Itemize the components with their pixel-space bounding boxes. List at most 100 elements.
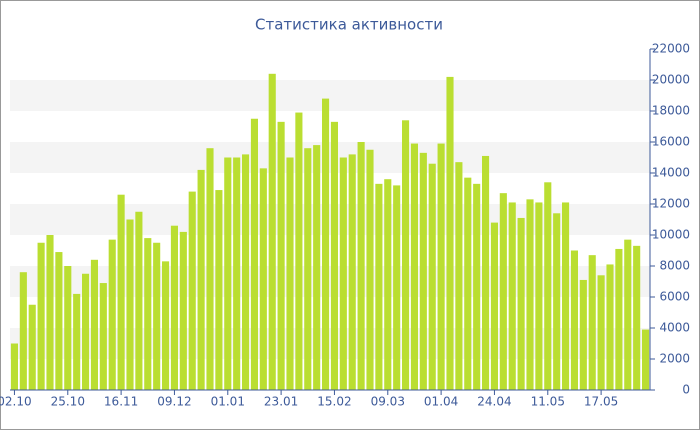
bar xyxy=(242,154,250,390)
bar xyxy=(544,182,552,390)
bar xyxy=(375,183,383,390)
x-tick-label: 16.11 xyxy=(104,395,138,409)
bar xyxy=(188,191,196,390)
y-tick-label: 10000 xyxy=(652,228,690,242)
bands xyxy=(10,80,650,359)
bar xyxy=(357,142,365,390)
x-tick-label: 02.10 xyxy=(0,395,32,409)
bar xyxy=(348,154,356,390)
bar xyxy=(562,202,570,390)
x-tick-label: 15.02 xyxy=(317,395,351,409)
y-tick-label: 20000 xyxy=(652,73,690,87)
bar xyxy=(410,143,418,390)
x-tick-label: 25.10 xyxy=(51,395,85,409)
bar xyxy=(606,264,614,390)
bar xyxy=(277,121,285,390)
bar xyxy=(428,163,436,390)
bar xyxy=(482,155,490,390)
bar xyxy=(28,304,36,390)
y-tick-label: 16000 xyxy=(652,135,690,149)
bar xyxy=(437,143,445,390)
bar xyxy=(402,120,410,391)
y-tick-label: 14000 xyxy=(652,166,690,180)
bar xyxy=(224,157,232,390)
bar xyxy=(73,293,81,390)
plot xyxy=(10,73,650,391)
bar xyxy=(384,179,392,390)
bar xyxy=(446,76,454,391)
bar xyxy=(259,168,267,390)
bar xyxy=(615,248,623,390)
y-tick-label: 8000 xyxy=(659,259,690,273)
bar xyxy=(10,343,18,390)
bar xyxy=(37,242,45,390)
bar xyxy=(90,259,98,390)
bar xyxy=(473,183,481,390)
bar xyxy=(526,199,534,390)
x-tick-label: 01.01 xyxy=(211,395,245,409)
bar xyxy=(135,211,143,390)
bar xyxy=(313,145,321,390)
bar xyxy=(419,152,427,390)
bar xyxy=(588,255,596,390)
bar xyxy=(108,239,116,390)
y-tick-label: 18000 xyxy=(652,104,690,118)
bar xyxy=(162,261,170,390)
bar xyxy=(286,157,294,390)
bar xyxy=(490,222,498,390)
grid-band xyxy=(10,80,650,111)
bar xyxy=(517,217,525,390)
bar xyxy=(64,266,72,390)
x-tick-label: 17.05 xyxy=(584,395,618,409)
bar xyxy=(330,121,338,390)
grid-band xyxy=(10,204,650,235)
y-tick-label: 6000 xyxy=(659,290,690,304)
bar xyxy=(508,202,516,390)
bar xyxy=(633,245,641,390)
bar xyxy=(579,279,587,390)
y-tick-label: 4000 xyxy=(659,321,690,335)
grid-band xyxy=(10,266,650,297)
bar xyxy=(464,177,472,390)
y-tick-label: 12000 xyxy=(652,197,690,211)
bar xyxy=(455,162,463,390)
bar xyxy=(304,148,312,390)
bar xyxy=(250,118,258,390)
bar xyxy=(215,190,223,390)
bar xyxy=(366,149,374,390)
x-tick-label: 24.04 xyxy=(477,395,511,409)
bar xyxy=(268,73,276,391)
grid-band xyxy=(10,142,650,173)
x-tick-label: 01.04 xyxy=(424,395,458,409)
bar xyxy=(153,242,161,390)
bar xyxy=(206,148,214,390)
bar xyxy=(339,157,347,390)
x-tick-label: 11.05 xyxy=(531,395,565,409)
bar xyxy=(82,273,90,390)
bar xyxy=(117,194,125,390)
y-tick-label: 22000 xyxy=(652,42,690,56)
chart-title: Статистика активности xyxy=(255,16,443,34)
x-tick-label: 09.12 xyxy=(157,395,191,409)
x-tick-label: 09.03 xyxy=(371,395,405,409)
bar xyxy=(170,225,178,390)
bar xyxy=(295,112,303,391)
bar xyxy=(99,283,107,390)
bar xyxy=(322,98,330,390)
bar xyxy=(642,329,650,390)
bar xyxy=(197,169,205,390)
bar xyxy=(393,185,401,390)
bar xyxy=(597,275,605,390)
y-tick-label: 2000 xyxy=(659,352,690,366)
bar xyxy=(55,252,63,390)
bar xyxy=(179,231,187,390)
bar xyxy=(624,239,632,390)
bar xyxy=(553,213,561,390)
grid-band xyxy=(10,328,650,359)
bar xyxy=(233,157,241,390)
bar xyxy=(535,202,543,390)
bar xyxy=(126,219,134,390)
bar xyxy=(46,235,54,390)
bar xyxy=(19,272,27,390)
